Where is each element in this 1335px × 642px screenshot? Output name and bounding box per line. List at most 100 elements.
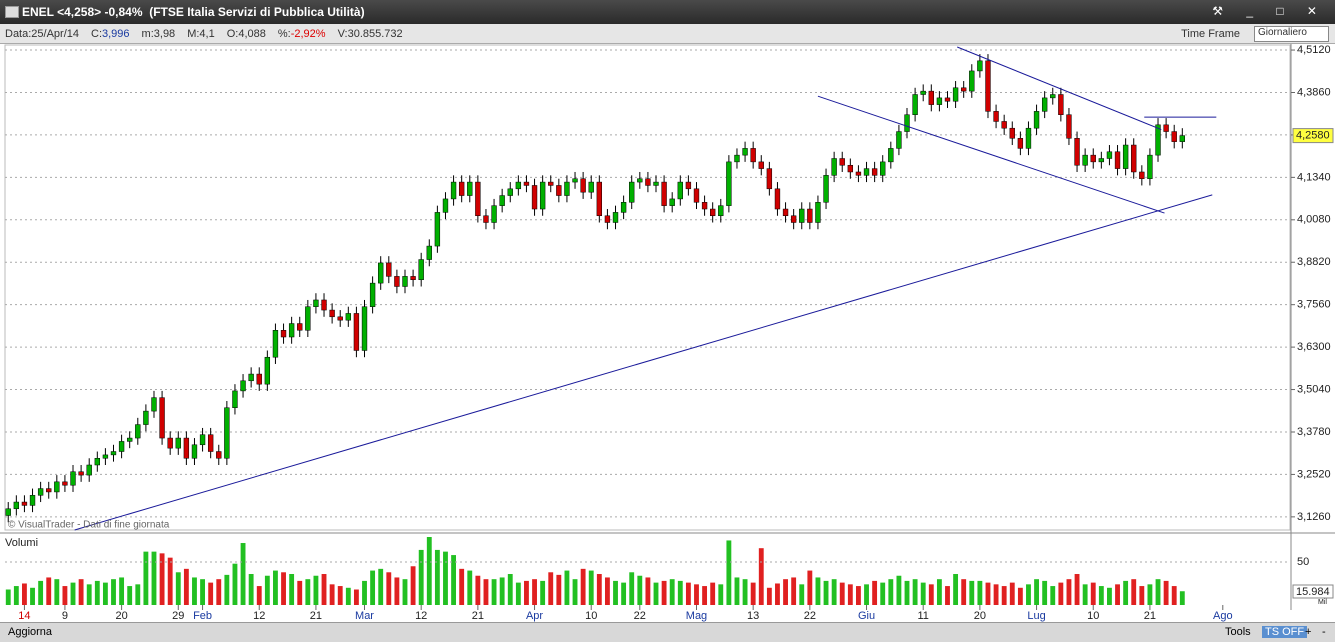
volume-bar bbox=[264, 575, 270, 605]
volume-bar bbox=[791, 577, 797, 605]
candle-body bbox=[1001, 121, 1007, 129]
volume-bar bbox=[936, 579, 942, 605]
x-tick-label: Feb bbox=[193, 610, 212, 622]
volume-bar bbox=[13, 586, 19, 605]
volume-bar bbox=[434, 549, 440, 605]
volume-bar bbox=[961, 579, 967, 605]
volume-bar bbox=[321, 574, 327, 605]
volume-bar bbox=[783, 579, 788, 605]
ts-button[interactable]: TS OFF bbox=[1262, 626, 1308, 638]
volume-bar bbox=[556, 574, 562, 605]
candle-body bbox=[1058, 94, 1064, 115]
volume-bar bbox=[86, 584, 92, 605]
candle-body bbox=[620, 202, 627, 213]
candle-body bbox=[127, 437, 133, 442]
volume-bar bbox=[515, 582, 521, 605]
candle-body bbox=[1122, 144, 1129, 169]
volume-bar bbox=[985, 582, 991, 605]
volume-bar bbox=[167, 557, 173, 605]
volume-bar bbox=[297, 580, 303, 605]
candle-body bbox=[1017, 138, 1024, 149]
volume-bar bbox=[548, 572, 554, 605]
info-value: -2,92% bbox=[290, 28, 326, 40]
refresh-button[interactable]: Aggiorna bbox=[8, 626, 53, 638]
candle-body bbox=[863, 168, 870, 176]
candle-body bbox=[110, 451, 117, 456]
tools-button[interactable]: Tools bbox=[1225, 626, 1251, 638]
candle-body bbox=[1066, 114, 1072, 139]
candle-body bbox=[337, 316, 343, 321]
candle-body bbox=[855, 171, 862, 176]
x-tick-label: 21 bbox=[1144, 610, 1156, 622]
volume-bar bbox=[378, 568, 384, 605]
candle-body bbox=[353, 313, 360, 351]
candle-body bbox=[135, 424, 141, 439]
x-tick-label: Mar bbox=[355, 610, 374, 622]
info-label: C: bbox=[91, 28, 102, 40]
volume-bar bbox=[111, 579, 116, 605]
candle-body bbox=[288, 323, 295, 338]
volume-bar bbox=[726, 540, 732, 605]
minus-button[interactable]: - bbox=[1322, 626, 1326, 638]
candle-body bbox=[54, 481, 60, 493]
candle-body bbox=[1041, 97, 1048, 112]
candle-body bbox=[799, 208, 805, 223]
candle-body bbox=[418, 259, 424, 281]
candle-body bbox=[871, 168, 878, 176]
volume-bar bbox=[483, 579, 489, 605]
candle-body bbox=[952, 87, 959, 102]
volume-bar bbox=[685, 582, 691, 605]
volume-bar bbox=[499, 577, 505, 605]
x-tick-label: 11 bbox=[917, 610, 928, 622]
volume-bar bbox=[273, 570, 278, 605]
info-label: Data: bbox=[5, 28, 32, 40]
candle-body bbox=[426, 245, 432, 260]
candle-body bbox=[1090, 154, 1096, 163]
candle-body bbox=[297, 323, 303, 331]
volume-bar bbox=[1163, 580, 1169, 605]
info-value: 30.855.732 bbox=[347, 28, 403, 40]
candle-body bbox=[207, 434, 214, 452]
volume-bar bbox=[151, 551, 157, 605]
candle-body bbox=[442, 198, 449, 213]
candle-body bbox=[726, 161, 732, 206]
candle-body bbox=[143, 410, 149, 425]
volume-bar bbox=[621, 582, 627, 605]
candle-body bbox=[588, 181, 594, 193]
y-tick-label: 4,5120 bbox=[1297, 44, 1331, 56]
x-tick-label: Giu bbox=[858, 610, 875, 622]
volume-bar bbox=[370, 570, 376, 605]
candle-body bbox=[21, 501, 28, 506]
volume-bar bbox=[491, 579, 497, 605]
volume-bar bbox=[119, 577, 125, 605]
volume-bar bbox=[645, 577, 651, 605]
x-tick-label: 29 bbox=[172, 610, 184, 622]
volume-bar bbox=[993, 584, 999, 605]
candle-body bbox=[896, 131, 902, 149]
candle-body bbox=[118, 441, 125, 452]
volume-bar bbox=[637, 575, 643, 605]
info-value: 3,98 bbox=[153, 28, 176, 40]
candle-body bbox=[102, 454, 109, 459]
time-frame-select[interactable]: Giornaliero bbox=[1254, 26, 1329, 42]
candle-body bbox=[264, 356, 271, 385]
candle-body bbox=[361, 306, 368, 351]
volume-bar bbox=[329, 584, 335, 605]
info-bar: Data:25/Apr/14 C:3,996 m:3,98 M:4,1 O:4,088%… bbox=[0, 24, 1335, 44]
volume-bar bbox=[1123, 580, 1129, 605]
volume-bar bbox=[588, 570, 594, 605]
volume-bar bbox=[1155, 579, 1161, 605]
plus-button[interactable]: + bbox=[1305, 626, 1312, 638]
volume-bar bbox=[742, 579, 748, 605]
window-buttons[interactable]: ⚒ _ □ ✕ bbox=[1212, 4, 1327, 18]
candle-body bbox=[572, 178, 578, 183]
volume-bar bbox=[855, 586, 861, 605]
x-tick-label: 12 bbox=[253, 610, 265, 622]
candle-body bbox=[458, 181, 465, 196]
y-tick-label: 3,5040 bbox=[1297, 383, 1331, 395]
volume-unit: Mil bbox=[1318, 599, 1327, 606]
volume-bar bbox=[102, 582, 108, 605]
volume-bar bbox=[839, 582, 845, 605]
candle-body bbox=[596, 181, 603, 217]
